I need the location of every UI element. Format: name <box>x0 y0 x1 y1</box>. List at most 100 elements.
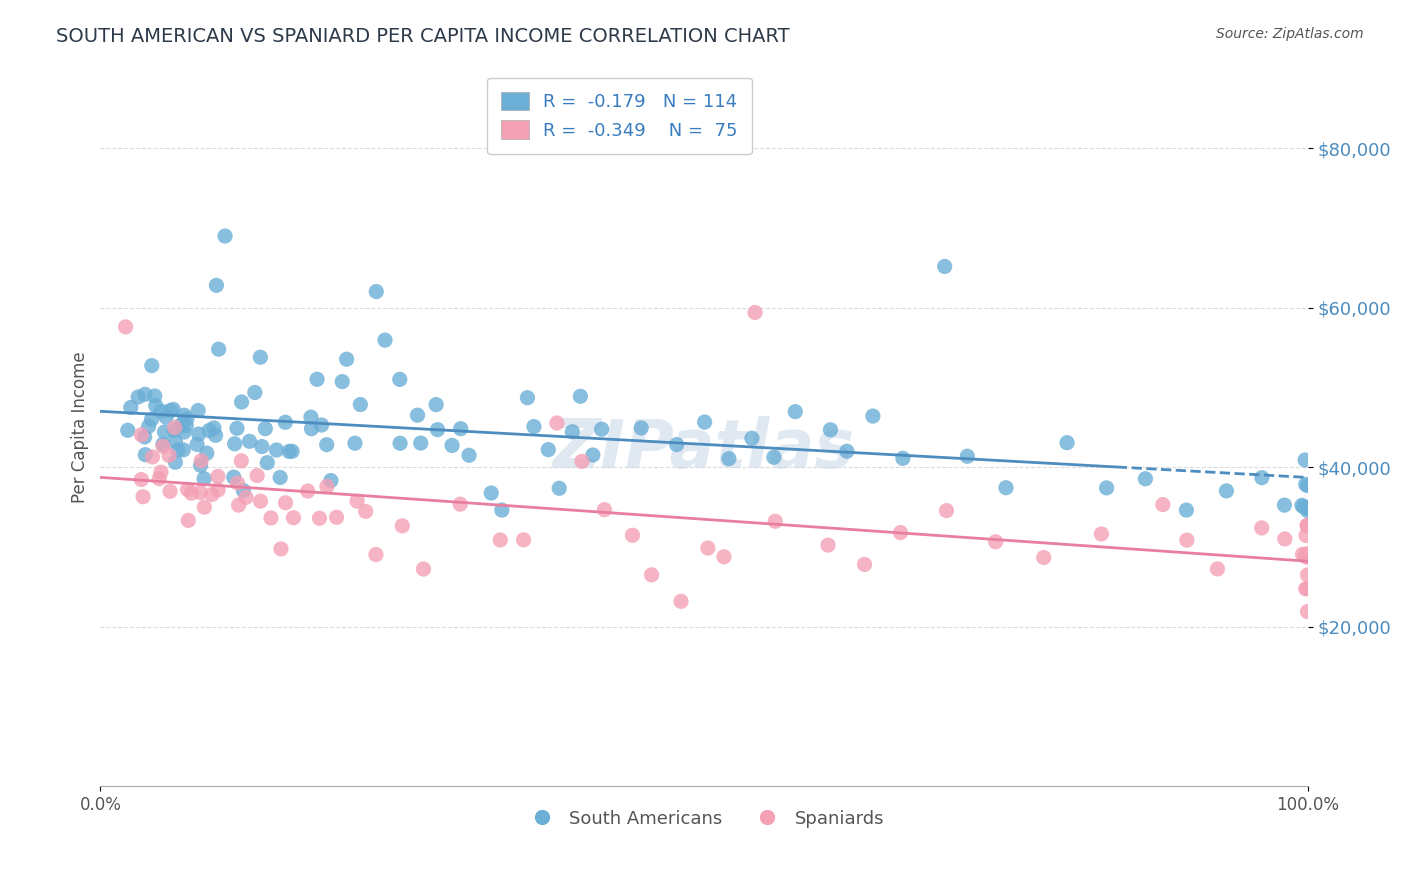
Spaniards <box>744 305 766 319</box>
South Americans <box>205 278 228 293</box>
South Americans <box>193 472 215 486</box>
Spaniards <box>159 484 181 499</box>
Spaniards <box>1152 498 1174 512</box>
South Americans <box>222 470 245 484</box>
Spaniards <box>1296 582 1319 596</box>
South Americans <box>138 419 160 434</box>
South Americans <box>366 285 388 299</box>
South Americans <box>301 422 323 436</box>
Spaniards <box>207 483 229 497</box>
Spaniards <box>207 469 229 483</box>
South Americans <box>934 260 956 274</box>
South Americans <box>406 408 429 422</box>
South Americans <box>1296 501 1319 516</box>
Spaniards <box>1206 562 1229 576</box>
Spaniards <box>177 513 200 527</box>
Spaniards <box>132 490 155 504</box>
South Americans <box>173 408 195 422</box>
Spaniards <box>354 504 377 518</box>
Spaniards <box>283 510 305 524</box>
Spaniards <box>246 468 269 483</box>
South Americans <box>537 442 560 457</box>
South Americans <box>425 398 447 412</box>
South Americans <box>256 456 278 470</box>
Spaniards <box>391 519 413 533</box>
Spaniards <box>141 450 163 464</box>
South Americans <box>162 402 184 417</box>
South Americans <box>835 444 858 458</box>
Spaniards <box>249 494 271 508</box>
Spaniards <box>148 472 170 486</box>
South Americans <box>238 434 260 449</box>
Spaniards <box>163 420 186 434</box>
South Americans <box>134 430 156 444</box>
Spaniards <box>316 479 339 493</box>
South Americans <box>1056 435 1078 450</box>
South Americans <box>516 391 538 405</box>
Spaniards <box>512 533 534 547</box>
South Americans <box>174 418 197 433</box>
South Americans <box>169 418 191 433</box>
South Americans <box>374 333 396 347</box>
South Americans <box>591 422 613 436</box>
Spaniards <box>201 487 224 501</box>
South Americans <box>523 419 546 434</box>
South Americans <box>450 422 472 436</box>
Spaniards <box>176 483 198 497</box>
South Americans <box>1215 483 1237 498</box>
Spaniards <box>1296 605 1319 619</box>
Spaniards <box>669 594 692 608</box>
South Americans <box>389 436 412 450</box>
South Americans <box>266 443 288 458</box>
South Americans <box>254 422 277 436</box>
South Americans <box>862 409 884 423</box>
Spaniards <box>228 498 250 512</box>
South Americans <box>693 415 716 429</box>
South Americans <box>582 448 605 462</box>
South Americans <box>204 428 226 442</box>
South Americans <box>349 398 371 412</box>
South Americans <box>785 404 807 418</box>
South Americans <box>548 481 571 495</box>
Spaniards <box>364 548 387 562</box>
South Americans <box>208 342 231 356</box>
South Americans <box>186 437 208 451</box>
Spaniards <box>297 484 319 499</box>
Text: Source: ZipAtlas.com: Source: ZipAtlas.com <box>1216 27 1364 41</box>
South Americans <box>426 423 449 437</box>
South Americans <box>762 450 785 465</box>
South Americans <box>141 359 163 373</box>
Spaniards <box>984 534 1007 549</box>
South Americans <box>1295 477 1317 491</box>
Spaniards <box>412 562 434 576</box>
South Americans <box>152 437 174 451</box>
South Americans <box>231 395 253 409</box>
Spaniards <box>1296 547 1319 561</box>
Spaniards <box>270 541 292 556</box>
Spaniards <box>114 319 136 334</box>
Spaniards <box>817 538 839 552</box>
South Americans <box>1274 498 1296 512</box>
South Americans <box>187 403 209 417</box>
South Americans <box>278 444 301 458</box>
South Americans <box>143 389 166 403</box>
South Americans <box>820 423 842 437</box>
South Americans <box>149 404 172 418</box>
Spaniards <box>1296 518 1319 533</box>
South Americans <box>159 403 181 417</box>
Spaniards <box>1090 527 1112 541</box>
South Americans <box>1175 503 1198 517</box>
Spaniards <box>935 503 957 517</box>
South Americans <box>311 417 333 432</box>
South Americans <box>479 486 502 500</box>
South Americans <box>1135 472 1157 486</box>
Spaniards <box>1295 582 1317 596</box>
Spaniards <box>308 511 330 525</box>
South Americans <box>165 434 187 449</box>
South Americans <box>224 437 246 451</box>
Spaniards <box>325 510 347 524</box>
Spaniards <box>449 497 471 511</box>
South Americans <box>458 448 481 462</box>
South Americans <box>214 229 236 244</box>
South Americans <box>388 372 411 386</box>
